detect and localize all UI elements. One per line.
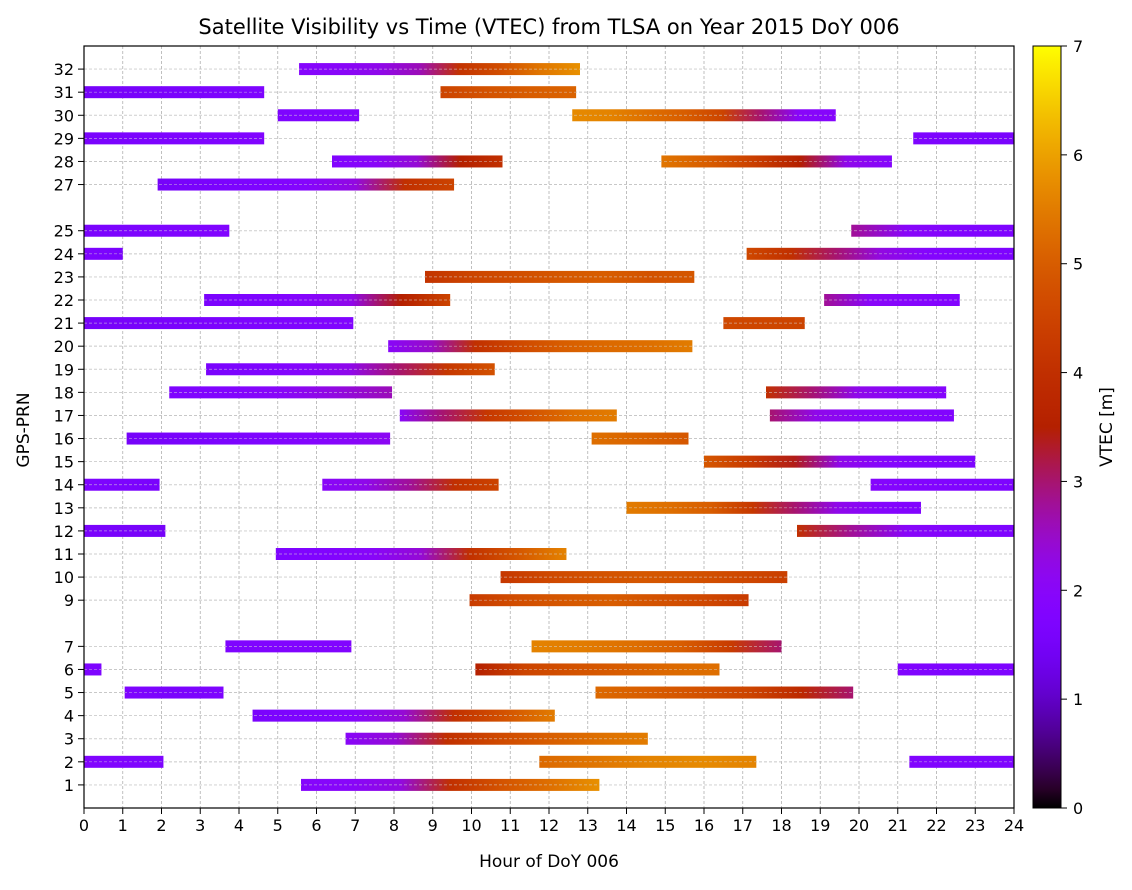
axes-layer: 0 1 2 3 4 5 6 7 8 9 10 11 12 13 14 15 16 17 18 19 20 21 22 23 24… <box>54 45 1024 835</box>
x-tick-label: 10 <box>461 816 481 835</box>
x-tick-label: 22 <box>926 816 946 835</box>
colorbar-tick-label: 2 <box>1073 581 1083 600</box>
x-tick-label: 11 <box>500 816 520 835</box>
x-tick-label: 21 <box>888 816 908 835</box>
x-tick-label: 4 <box>234 816 244 835</box>
x-axis-label: Hour of DoY 006 <box>479 852 619 872</box>
colorbar: 0 1 2 3 4 5 6 7 <box>1032 37 1083 818</box>
visibility-bar-prn-13 <box>626 501 921 514</box>
x-tick-label: 19 <box>810 816 830 835</box>
y-tick-label: 7 <box>64 637 74 656</box>
y-tick-label: 32 <box>54 60 74 79</box>
x-tick-label: 1 <box>118 816 128 835</box>
visibility-bar-prn-6 <box>475 663 720 676</box>
x-tick-label: 12 <box>539 816 559 835</box>
x-tick-label: 23 <box>965 816 985 835</box>
x-tick-label: 13 <box>578 816 598 835</box>
x-tick-label: 9 <box>428 816 438 835</box>
y-tick-label: 10 <box>54 568 74 587</box>
visibility-bar-prn-28 <box>332 155 503 168</box>
colorbar-gradient <box>1032 45 1062 809</box>
y-tick-label: 23 <box>54 268 74 287</box>
x-tick-label: 2 <box>156 816 166 835</box>
y-tick-label: 29 <box>54 129 74 148</box>
y-tick-label: 9 <box>64 591 74 610</box>
y-tick-label: 5 <box>64 684 74 703</box>
y-tick-label: 1 <box>64 776 74 795</box>
visibility-bar-prn-16 <box>126 432 391 445</box>
visibility-bar-prn-17 <box>399 409 617 422</box>
x-tick-label: 17 <box>733 816 753 835</box>
y-axis-label: GPS-PRN <box>14 392 34 467</box>
y-tick-label: 18 <box>54 383 74 402</box>
visibility-bar-prn-2 <box>84 755 164 768</box>
y-tick-label: 24 <box>54 245 74 264</box>
x-tick-label: 20 <box>849 816 869 835</box>
x-tick-label: 5 <box>273 816 283 835</box>
y-tick-label: 6 <box>64 660 74 679</box>
x-tick-label: 14 <box>616 816 636 835</box>
visibility-bar-prn-30 <box>277 109 360 122</box>
x-tick-label: 0 <box>79 816 89 835</box>
y-tick-label: 13 <box>54 499 74 518</box>
visibility-bar-prn-4 <box>252 709 555 722</box>
y-tick-label: 2 <box>64 753 74 772</box>
y-tick-label: 11 <box>54 545 74 564</box>
y-tick-label: 16 <box>54 430 74 449</box>
visibility-bar-prn-6 <box>84 663 102 676</box>
y-tick-label: 31 <box>54 83 74 102</box>
x-tick-label: 7 <box>350 816 360 835</box>
colorbar-tick-label: 1 <box>1073 690 1083 709</box>
x-tick-label: 16 <box>694 816 714 835</box>
visibility-bar-prn-14 <box>870 478 1014 491</box>
colorbar-tick-label: 3 <box>1073 472 1083 491</box>
y-tick-label: 25 <box>54 222 74 241</box>
y-tick-label: 20 <box>54 337 74 356</box>
y-tick-label: 22 <box>54 291 74 310</box>
visibility-bar-prn-2 <box>539 755 757 768</box>
y-tick-label: 21 <box>54 314 74 333</box>
colorbar-tick-label: 7 <box>1073 37 1083 56</box>
x-tick-label: 24 <box>1004 816 1024 835</box>
colorbar-tick-label: 4 <box>1073 364 1083 383</box>
visibility-bar-prn-31 <box>440 86 577 99</box>
visibility-bar-prn-25 <box>851 224 1014 237</box>
x-tick-label: 15 <box>655 816 675 835</box>
visibility-bar-prn-7 <box>225 640 352 653</box>
colorbar-tick-label: 5 <box>1073 255 1083 274</box>
colorbar-tick-label: 6 <box>1073 146 1083 165</box>
y-tick-label: 14 <box>54 476 74 495</box>
y-tick-label: 4 <box>64 707 74 726</box>
y-tick-label: 28 <box>54 152 74 171</box>
y-tick-label: 15 <box>54 453 74 472</box>
visibility-bar-prn-22 <box>204 294 451 306</box>
visibility-bar-prn-21 <box>84 317 354 330</box>
colorbar-label: VTEC [m] <box>1097 387 1117 467</box>
y-tick-label: 17 <box>54 406 74 425</box>
x-tick-label: 8 <box>389 816 399 835</box>
chart-title: Satellite Visibility vs Time (VTEC) from… <box>198 15 899 39</box>
y-tick-label: 12 <box>54 522 74 541</box>
x-tick-label: 3 <box>195 816 205 835</box>
visibility-bar-prn-10 <box>500 571 788 584</box>
y-tick-label: 27 <box>54 176 74 195</box>
bars-layer <box>84 63 1014 791</box>
y-tick-label: 30 <box>54 106 74 125</box>
colorbar-tick-label: 0 <box>1073 799 1083 818</box>
x-tick-label: 6 <box>311 816 321 835</box>
x-tick-label: 18 <box>771 816 791 835</box>
visibility-bar-prn-29 <box>913 132 1014 145</box>
y-tick-label: 3 <box>64 730 74 749</box>
visibility-bar-prn-24 <box>84 247 123 260</box>
y-tick-label: 19 <box>54 360 74 379</box>
